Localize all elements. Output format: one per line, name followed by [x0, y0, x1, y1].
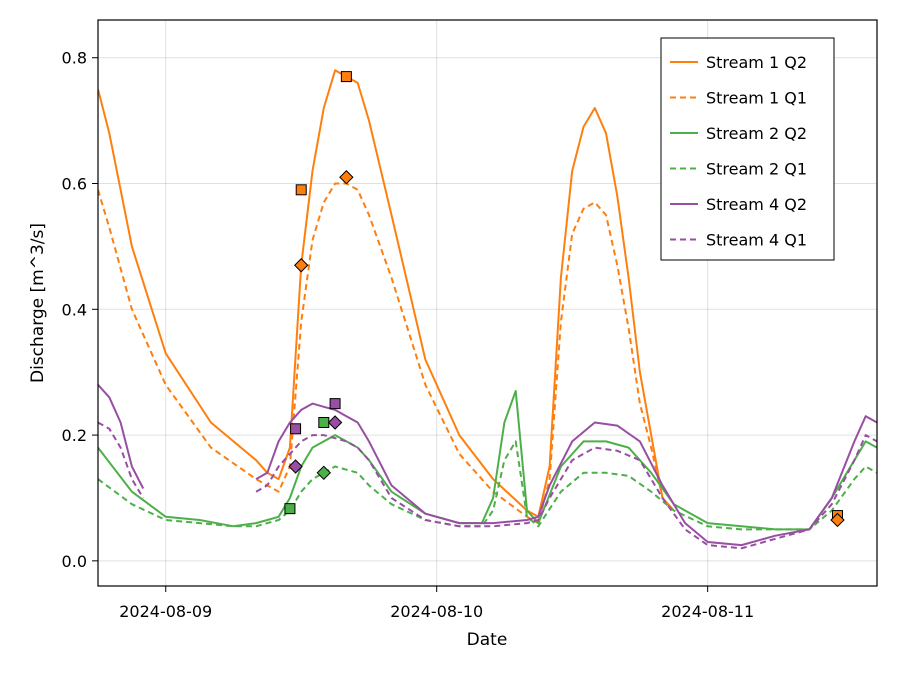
legend-label-stream-1-q1: Stream 1 Q1	[706, 89, 807, 108]
x-axis-label: Date	[467, 630, 508, 650]
legend-label-stream-2-q1: Stream 2 Q1	[706, 160, 807, 179]
series-line-stream-1-q1	[98, 182, 675, 525]
marker-square-stream-4-q2	[290, 423, 302, 435]
marker-square-stream-1-q2	[340, 71, 352, 83]
plot-frame	[97, 19, 878, 587]
legend-label-stream-4-q1: Stream 4 Q1	[706, 231, 807, 250]
x-tick-label: 2024-08-11	[661, 602, 754, 621]
y-axis-ticks: 0.0 0.2 0.4 0.6 0.8	[62, 49, 98, 571]
marker-diamond-stream-1-q1	[339, 170, 354, 185]
y-tick-label: 0.0	[62, 552, 87, 571]
legend-label-stream-2-q2: Stream 2 Q2	[706, 124, 807, 143]
x-axis-ticks: 2024-08-09 2024-08-10 2024-08-11	[119, 586, 754, 621]
x-tick-label: 2024-08-09	[119, 602, 212, 621]
marker-diamond-stream-2-q1	[316, 465, 332, 481]
markers	[284, 71, 845, 528]
marker-diamond-stream-4-q1	[288, 459, 303, 474]
series-line-stream-4-q1	[98, 421, 145, 499]
series-line-stream-4-q2	[255, 402, 877, 547]
y-tick-label: 0.2	[62, 426, 87, 445]
y-tick-label: 0.6	[62, 175, 87, 194]
series-lines	[98, 69, 877, 550]
y-tick-label: 0.8	[62, 49, 87, 68]
series-line-stream-2-q1	[98, 440, 877, 531]
legend-label-stream-1-q2: Stream 1 Q2	[706, 53, 807, 72]
grid	[98, 20, 877, 586]
legend: Stream 1 Q2 Stream 1 Q1 Stream 2 Q2 Stream …	[660, 37, 835, 261]
series-line-stream-2-q2	[98, 390, 877, 531]
series-line-stream-1-q2	[98, 69, 675, 518]
legend-label-stream-4-q2: Stream 4 Q2	[706, 195, 807, 214]
marker-square-stream-2-q2	[318, 416, 330, 428]
marker-diamond-stream-1-q1	[294, 258, 309, 273]
legend-box	[660, 37, 835, 261]
marker-diamond-stream-4-q1	[327, 415, 343, 430]
series-line-stream-4-q1	[255, 434, 877, 550]
y-axis-label: Discharge [m^3/s]	[28, 223, 48, 383]
marker-square-stream-1-q2	[295, 184, 307, 196]
series-line-stream-4-q2	[98, 384, 145, 489]
marker-square-stream-2-q2	[284, 503, 296, 515]
x-tick-label: 2024-08-10	[390, 602, 483, 621]
marker-square-stream-4-q2	[329, 398, 341, 410]
marker-diamond-stream-1-q1	[830, 512, 845, 528]
y-tick-label: 0.4	[62, 300, 87, 319]
